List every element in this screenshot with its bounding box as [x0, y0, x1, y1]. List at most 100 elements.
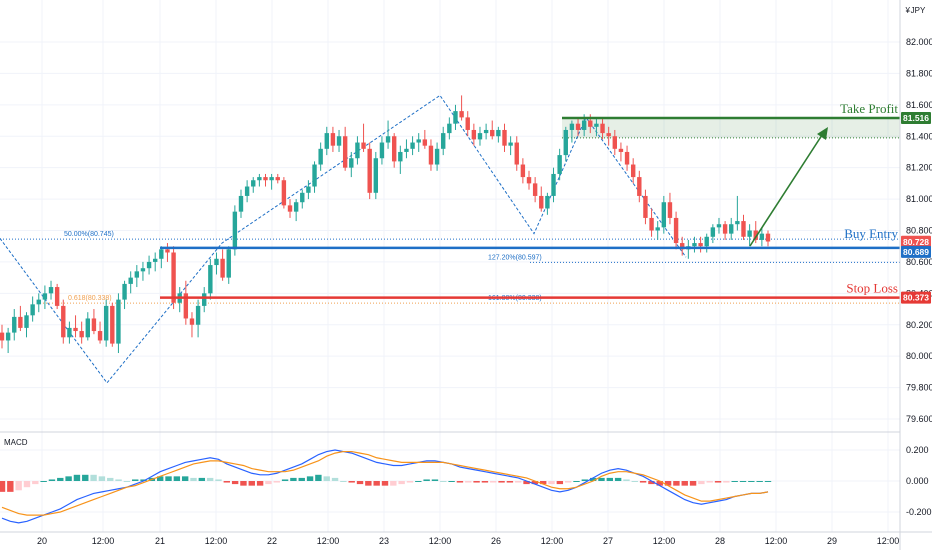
- price-tick: 81.600: [906, 100, 932, 110]
- candle: [722, 221, 728, 240]
- macd-histogram-bar: [415, 481, 422, 482]
- candle: [134, 265, 140, 288]
- candle: [36, 293, 41, 313]
- candle: [637, 170, 642, 203]
- candle: [735, 195, 740, 231]
- candle: [275, 173, 280, 184]
- macd-histogram-bar: [223, 481, 231, 483]
- macd-histogram-bar: [756, 481, 763, 482]
- macd-histogram-bar: [65, 476, 72, 481]
- price-marker: 81.516: [901, 112, 931, 125]
- candle: [128, 271, 133, 294]
- projection-arrow[interactable]: [749, 127, 828, 247]
- macd-histogram-bar: [473, 481, 480, 483]
- candle: [575, 117, 581, 137]
- macd-histogram-bar: [739, 481, 747, 482]
- macd-histogram-bar: [664, 481, 672, 486]
- candle: [300, 189, 305, 209]
- candle: [704, 233, 709, 253]
- fibonacci-lines[interactable]: 50.00%(80.745) 0.618(80.338) 127.20%(80.59…: [0, 137, 900, 304]
- macd-histogram-bar: [406, 481, 414, 483]
- time-tick: 29: [827, 536, 837, 546]
- candle: [238, 189, 244, 218]
- candle: [514, 136, 519, 171]
- candle: [667, 192, 673, 225]
- candle: [471, 123, 477, 146]
- macd-histogram-bar: [215, 479, 222, 481]
- time-tick: 12:00: [205, 536, 228, 546]
- candle: [306, 180, 311, 200]
- time-tick: 12:00: [317, 536, 340, 546]
- macd-title: MACD: [4, 438, 28, 447]
- price-marker: 80.689: [901, 245, 931, 258]
- price-tick: 80.200: [906, 320, 932, 330]
- macd-histogram-bar: [731, 481, 738, 482]
- candle: [692, 236, 697, 253]
- macd-histogram-bar: [173, 476, 181, 481]
- candle: [379, 136, 385, 165]
- macd-histogram-bar: [639, 481, 647, 483]
- candle: [342, 126, 348, 171]
- macd-histogram-bar: [306, 476, 314, 481]
- candle: [85, 312, 90, 341]
- macd-histogram-bar: [390, 481, 397, 486]
- macd-histogram-bar: [656, 481, 663, 486]
- candle: [54, 283, 60, 310]
- candle: [502, 123, 507, 152]
- candle: [465, 111, 470, 137]
- candle: [618, 142, 624, 162]
- candle: [79, 321, 84, 344]
- macd-histogram-bar: [48, 479, 56, 481]
- svg-text:80.373: 80.373: [903, 293, 929, 303]
- candle: [91, 309, 97, 335]
- macd-histogram-bar: [290, 477, 297, 481]
- candle: [226, 246, 231, 284]
- macd-histogram-bar: [381, 481, 389, 486]
- key-levels[interactable]: Take Profit Buy Entry Stop Loss: [160, 101, 900, 299]
- price-tick: 81.200: [906, 163, 932, 173]
- time-tick: 12:00: [541, 536, 564, 546]
- macd-pane: 0.200 0.000 -0.200: [0, 445, 932, 524]
- macd-histogram-bar: [506, 481, 514, 483]
- candle: [404, 139, 409, 159]
- candle: [269, 173, 274, 190]
- currency-label[interactable]: JPY: [911, 6, 926, 15]
- macd-histogram-bar: [698, 481, 705, 485]
- candle: [42, 285, 48, 310]
- candle: [244, 180, 250, 203]
- candle: [526, 170, 532, 190]
- price-tick: 80.800: [906, 226, 932, 236]
- time-tick: 12:00: [653, 536, 676, 546]
- price-axis[interactable]: 82.000 81.800 81.600 81.400 81.200 81.000 80.8…: [906, 37, 932, 424]
- macd-histogram-bar: [448, 481, 455, 482]
- candle: [153, 252, 158, 272]
- macd-histogram-bar: [156, 476, 164, 481]
- macd-histogram-bar: [706, 481, 713, 483]
- macd-histogram-bar: [115, 479, 122, 481]
- candle: [324, 126, 329, 156]
- macd-histogram-bar: [231, 481, 239, 485]
- candle: [373, 151, 379, 200]
- price-tick: 79.600: [906, 414, 932, 424]
- candle: [594, 117, 599, 137]
- macd-histogram-bar: [606, 477, 614, 481]
- macd-histogram-bar: [340, 481, 347, 482]
- macd-histogram-bar: [764, 481, 772, 482]
- macd-histogram-bar: [614, 477, 622, 481]
- svg-text:80.728: 80.728: [903, 237, 929, 247]
- time-axis[interactable]: 20 12:00 21 12:00 22 12:00 23 12:00 26 12:00 27 12:…: [37, 536, 899, 546]
- candle: [171, 246, 176, 310]
- time-tick: 26: [491, 536, 501, 546]
- time-tick: 12:00: [429, 536, 452, 546]
- macd-tick: 0.000: [906, 476, 929, 486]
- candle: [765, 230, 771, 247]
- candle: [551, 167, 556, 203]
- macd-histogram-bar: [165, 476, 172, 481]
- candle: [447, 117, 452, 140]
- macd-histogram-bar: [190, 477, 197, 481]
- candle: [520, 158, 526, 184]
- take-profit-zone[interactable]: [562, 118, 900, 138]
- candle: [61, 299, 66, 344]
- time-tick: 28: [715, 536, 725, 546]
